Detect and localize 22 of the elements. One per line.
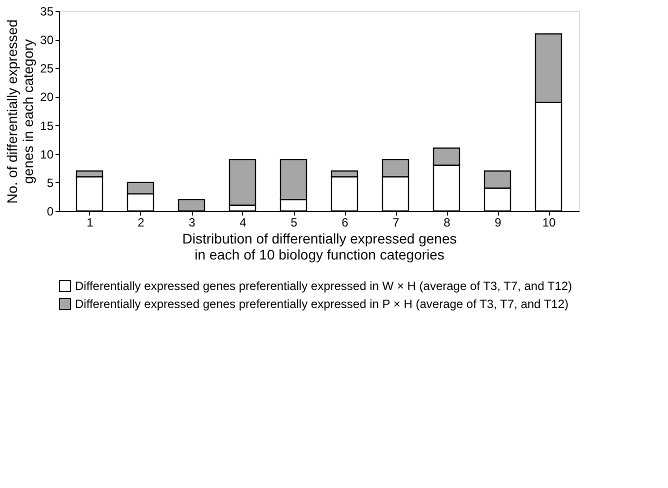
y-tick-label: 10 [40, 147, 54, 162]
x-tick-label: 8 [444, 216, 451, 230]
x-tick-label: 4 [240, 216, 247, 230]
x-tick-label: 5 [290, 216, 298, 230]
y-tick-label: 0 [46, 204, 54, 218]
x-tick-label: 1 [86, 216, 94, 230]
x-tick-label: 3 [188, 216, 196, 230]
x-tick-label: 7 [392, 216, 400, 230]
y-tick-label: 30 [40, 33, 54, 48]
x-tick-label: 10 [542, 216, 556, 230]
y-tick-label: 15 [40, 118, 54, 133]
y-tick-label: 35 [40, 4, 54, 18]
y-tick-label: 20 [40, 90, 54, 104]
y-tick-label: 5 [46, 176, 54, 190]
y-tick-label: 25 [40, 62, 54, 76]
x-tick-label: 6 [342, 216, 349, 230]
x-tick-label: 9 [494, 216, 502, 230]
legend-label: Differentially expressed genes preferentially expressed in P × H (average of T3, T7, and T12) [75, 297, 569, 311]
y-axis-title: No. of differentially expressed genes in each category [4, 19, 36, 204]
x-tick-label: 2 [138, 216, 145, 230]
legend-label: Differentially expressed genes preferentially expressed in W × H (average of T3, T7, and T12) [75, 279, 572, 293]
x-axis-title: Distribution of differentially expressed genes in each of 10 biology function categories [182, 230, 457, 262]
